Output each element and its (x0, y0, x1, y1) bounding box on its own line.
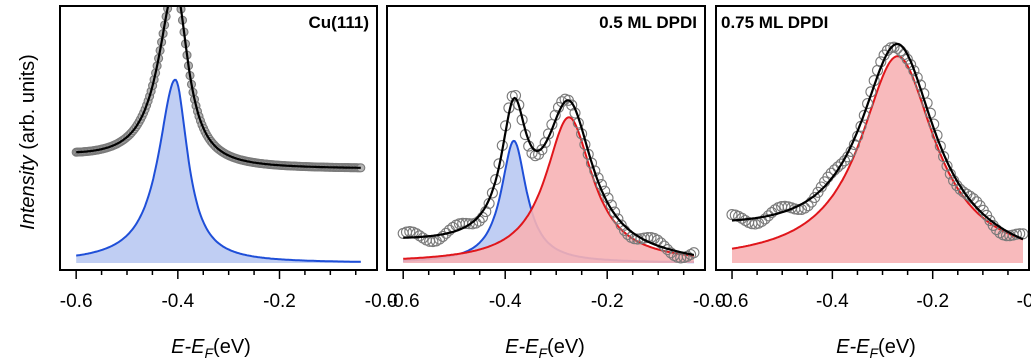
fit-curve (76, 6, 361, 169)
data-point (792, 203, 804, 216)
peak-line-red (731, 55, 1024, 250)
x-axis-title-1: E-EF(eV) (171, 336, 251, 361)
x-tick-label: -0.0 (1017, 291, 1031, 312)
x-tick-label: -0.0 (693, 291, 726, 312)
x-tick-label: -0.4 (816, 291, 849, 312)
plot-area (71, 0, 366, 264)
peak-fill-red (732, 56, 1023, 264)
x-tick-label: -0.4 (161, 291, 194, 312)
panel-frame (59, 5, 378, 271)
y-axis-title-italic: Intensity (17, 154, 39, 229)
peak-line-blue (76, 78, 361, 263)
panels: -0.6 -0.4 -0.2 -0.0 Cu(111) -0.6 -0.4 -0.2 -0.0 0… (59, 0, 1031, 312)
x-axis-title-main: E-E (836, 336, 870, 358)
data-point (812, 186, 824, 198)
data-point (759, 213, 771, 225)
data-point (589, 165, 601, 177)
panel-frame (715, 5, 1030, 271)
y-axis-title-rest: (arb. units) (17, 54, 39, 155)
peak-line-red (403, 116, 695, 260)
data-point (609, 206, 621, 218)
x-axis-title-sub: F (869, 345, 879, 361)
panel-frame (386, 5, 706, 271)
data-point (835, 158, 847, 170)
data-point (934, 140, 946, 152)
data-point (911, 71, 923, 84)
data-point (176, 0, 184, 3)
x-axis-title-sub: F (538, 345, 548, 361)
x-tick-label: -0.4 (489, 291, 522, 312)
peak-fill-red (403, 117, 694, 263)
data-point (612, 213, 624, 225)
fit-curve (731, 42, 1024, 241)
peak-fill-blue (76, 79, 361, 264)
plot-area (397, 89, 700, 264)
x-axis-title-3: E-EF(eV) (836, 336, 916, 361)
data-point (688, 247, 700, 259)
data-point (536, 144, 548, 156)
data-point (655, 237, 667, 249)
data-point (513, 99, 525, 111)
panel-label: Cu(111) (309, 13, 369, 32)
data-point (615, 219, 627, 231)
x-axis-title-main: E-E (171, 336, 205, 358)
x-axis-title-unit: (eV) (878, 336, 916, 358)
x-axis-title-2: E-EF(eV) (505, 336, 585, 361)
x-tick-label: -0.0 (365, 291, 398, 312)
x-tick-label: -0.6 (387, 291, 420, 312)
panel-1: -0.6 -0.4 -0.2 -0.0 Cu(111) (59, 0, 398, 312)
panel-2: -0.6 -0.4 -0.2 -0.0 0.5 ML DPDI (386, 5, 726, 312)
data-point (858, 109, 870, 121)
x-tick-label: -0.6 (716, 291, 749, 312)
panel-label: 0.5 ML DPDI (599, 13, 697, 32)
x-tick-label: -0.6 (60, 291, 93, 312)
x-tick-label: -0.2 (916, 291, 949, 312)
fit-curve (403, 96, 695, 256)
x-tick-label: -0.2 (263, 291, 296, 312)
x-axis-title-main: E-E (505, 336, 539, 358)
data-point (838, 155, 851, 167)
data-point (908, 65, 920, 77)
panel-3: -0.6 -0.4 -0.2 -0.0 0.75 ML DPDI (715, 5, 1031, 312)
x-tick-label: -0.2 (591, 291, 624, 312)
x-axis-title-sub: F (204, 345, 214, 361)
x-axis-title-unit: (eV) (547, 336, 585, 358)
plot-area (726, 41, 1029, 264)
data-point (165, 0, 173, 5)
data-point (585, 157, 598, 169)
x-axis-title-unit: (eV) (213, 336, 251, 358)
data-point (490, 174, 502, 186)
data-point (437, 230, 449, 242)
y-axis-title: Intensity (arb. units) (17, 54, 39, 230)
panel-label: 0.75 ML DPDI (721, 13, 828, 32)
data-point (566, 99, 578, 111)
data-point (862, 98, 874, 110)
